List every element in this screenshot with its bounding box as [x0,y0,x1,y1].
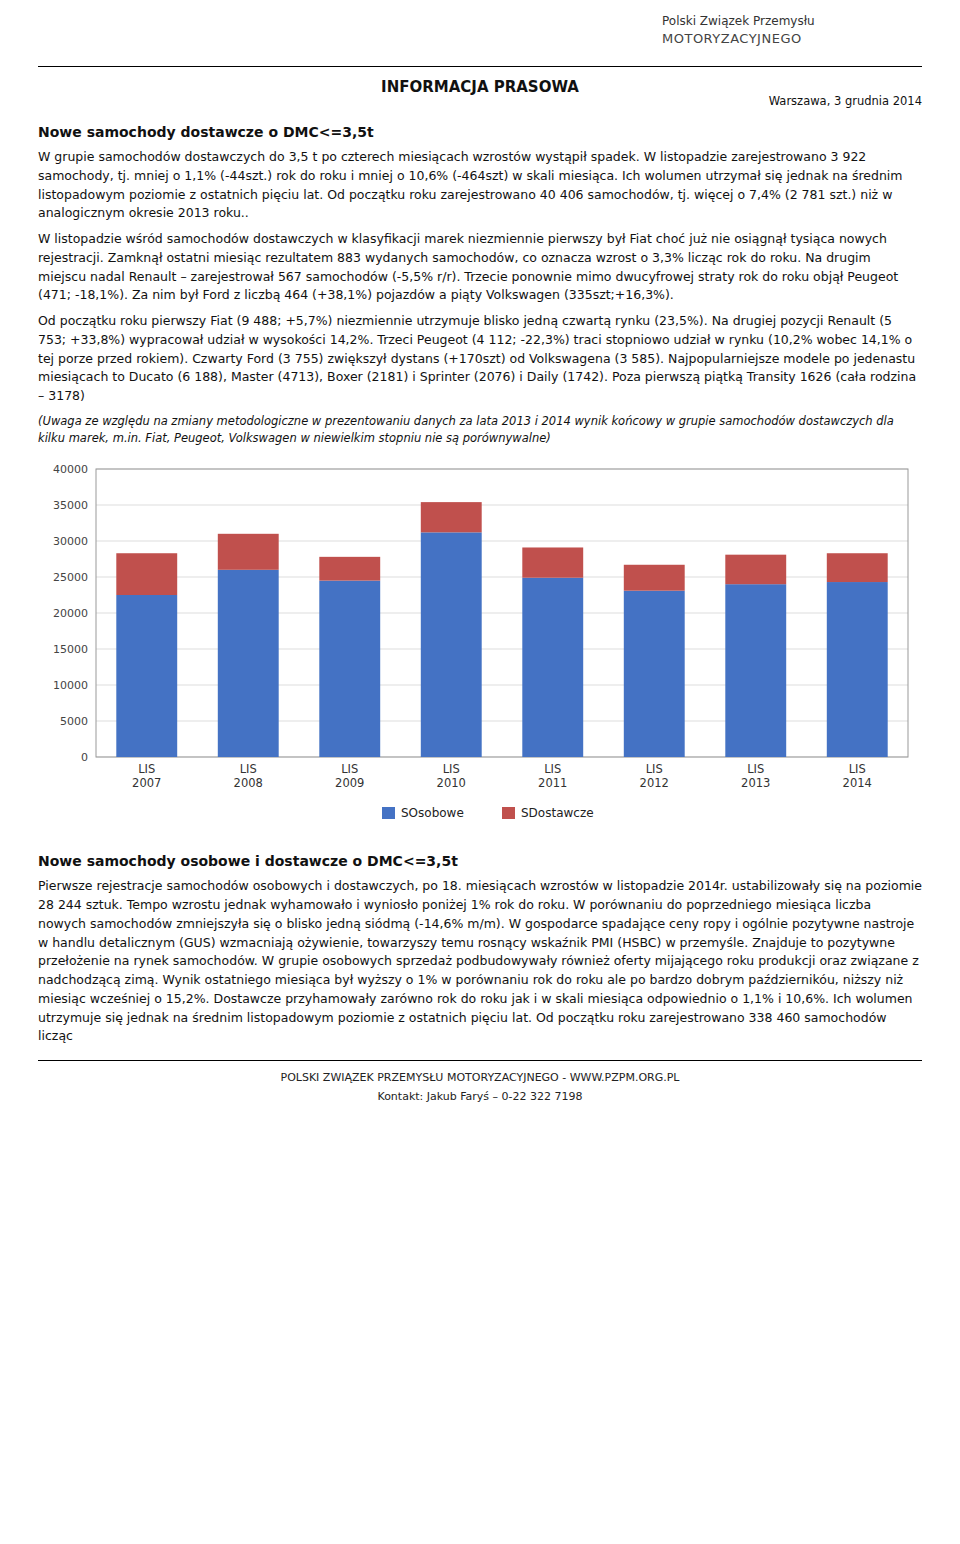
bar [421,502,482,532]
bar [421,533,482,758]
y-tick-label: 15000 [53,643,88,656]
x-tick-label-line: 2009 [335,776,364,790]
header: Polski Związek Przemysłu MOTORYZACYJNEGO I… [38,14,922,110]
bar [624,565,685,591]
x-tick-label-line: LIS [747,762,764,776]
x-tick-label: LIS2008 [234,762,263,790]
bar [319,581,380,757]
legend-label: SOsobowe [401,806,464,820]
x-tick-label: LIS2012 [640,762,669,790]
bar [827,553,888,582]
x-tick-label-line: 2011 [538,776,567,790]
x-tick-label-line: LIS [443,762,460,776]
page: Polski Związek Przemysłu MOTORYZACYJNEGO I… [0,0,960,1116]
x-tick-label-line: 2013 [741,776,770,790]
bar [218,534,279,570]
y-tick-label: 0 [81,751,88,764]
paragraph: W grupie samochodów dostawczych do 3,5 t… [38,148,922,223]
legend-swatch [502,807,515,819]
x-tick-label-line: LIS [138,762,155,776]
x-tick-label-line: LIS [544,762,561,776]
legend-label: SDostawcze [521,806,594,820]
chart-svg: 0 5000 10000 15000 20000 25000 30000 35000 40000… [38,455,922,835]
plot-frame [96,469,908,757]
y-tick-label: 5000 [60,715,88,728]
x-tick-label-line: 2014 [843,776,872,790]
x-tick-label: LIS2013 [741,762,770,790]
y-tick-label: 40000 [53,463,88,476]
header-title: INFORMACJA PRASOWA [38,78,922,96]
x-tick-label: LIS2009 [335,762,364,790]
logo: Polski Związek Przemysłu MOTORYZACYJNEGO [662,14,922,46]
logo-line: Polski Związek Przemysłu [662,14,922,28]
bar [116,595,177,757]
section-title: Nowe samochody osobowe i dostawcze o DMC… [38,853,922,869]
date: Warszawa, 3 grudnia 2014 [769,94,922,108]
x-tick-label: LIS2010 [437,762,466,790]
bar [725,555,786,585]
y-tick-label: 20000 [53,607,88,620]
x-tick-label-line: LIS [849,762,866,776]
x-tick-label-line: 2008 [234,776,263,790]
section-title: Nowe samochody dostawcze o DMC<=3,5t [38,124,922,140]
bar [624,591,685,757]
bars [116,502,887,757]
x-tick-label: LIS2007 [132,762,161,790]
bar [218,570,279,757]
footer-line: POLSKI ZWIĄZEK PRZEMYSŁU MOTORYZACYJNEGO… [38,1069,922,1088]
bar [319,557,380,581]
legend-swatch [382,807,395,819]
x-tick-label-line: LIS [341,762,358,776]
y-tick-label: 25000 [53,571,88,584]
x-tick-label-line: 2012 [640,776,669,790]
bar [725,584,786,757]
x-tick-label-line: LIS [240,762,257,776]
logo-line: MOTORYZACYJNEGO [662,31,922,46]
y-tick-label: 35000 [53,499,88,512]
bar [827,582,888,757]
bar [522,548,583,578]
paragraph: W listopadzie wśród samochodów dostawczy… [38,230,922,305]
header-rule [38,66,922,67]
y-tick-label: 10000 [53,679,88,692]
paragraph: Od początku roku pierwszy Fiat (9 488; +… [38,312,922,406]
x-tick-label: LIS2011 [538,762,567,790]
note: (Uwaga ze względu na zmiany metodologicz… [38,413,922,448]
legend: SOsobowe SDostawcze [382,806,594,820]
bar [116,553,177,595]
x-tick-label-line: 2007 [132,776,161,790]
footer: POLSKI ZWIĄZEK PRZEMYSŁU MOTORYZACYJNEGO… [38,1060,922,1106]
paragraph: Pierwsze rejestracje samochodów osobowyc… [38,877,922,1046]
footer-line: Kontakt: Jakub Faryś – 0-22 322 7198 [38,1088,922,1107]
bar [522,578,583,757]
y-tick-label: 30000 [53,535,88,548]
x-tick-label: LIS2014 [843,762,872,790]
x-tick-label-line: 2010 [437,776,466,790]
chart: 0 5000 10000 15000 20000 25000 30000 35000 40000… [38,455,922,839]
grid-line [96,505,908,506]
x-tick-label-line: LIS [646,762,663,776]
